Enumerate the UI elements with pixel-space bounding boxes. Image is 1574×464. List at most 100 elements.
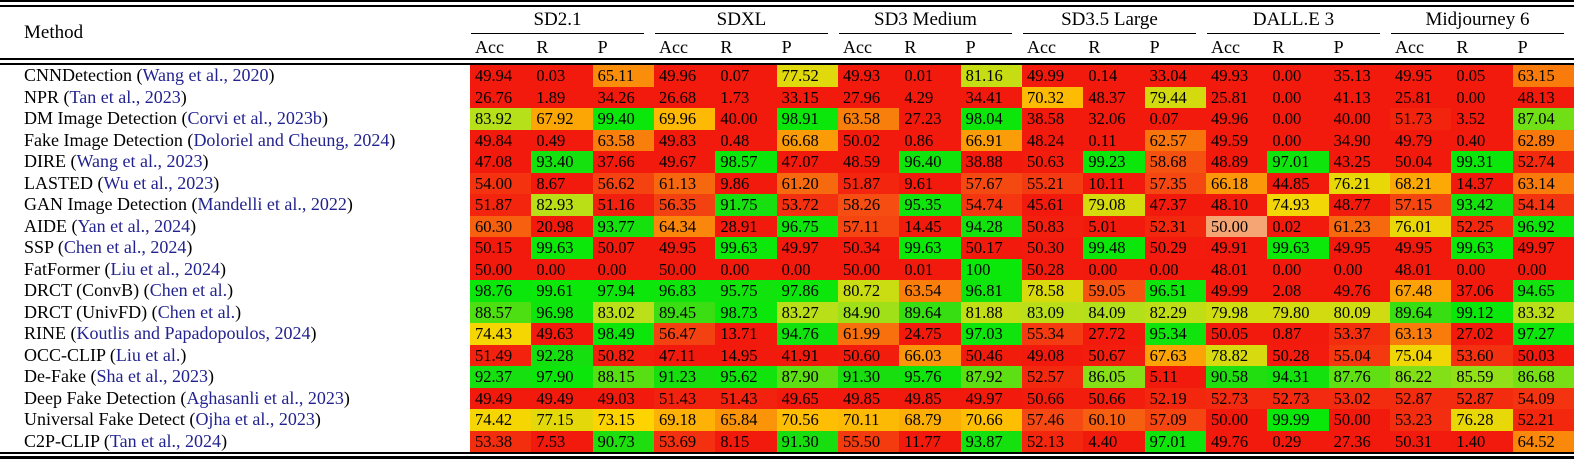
metric-value-cell: 0.07 (715, 65, 777, 87)
metric-value-cell: 0.00 (1267, 258, 1329, 280)
metric-header-p: P (1517, 37, 1528, 57)
metric-value-cell: 0.00 (776, 258, 838, 280)
metric-value-cell: 37.06 (1451, 280, 1513, 302)
citation-link[interactable]: Wu et al., 2023 (103, 172, 214, 193)
metric-value-cell: 10.11 (1083, 172, 1145, 194)
metric-header-p: P (1149, 37, 1160, 57)
metric-value-cell: 48.01 (1389, 258, 1452, 280)
metric-value-cell: 94.28 (960, 215, 1022, 237)
method-column-header: Method (24, 22, 84, 43)
metric-value-cell: 70.56 (776, 409, 838, 431)
metric-value-cell: 96.83 (653, 280, 716, 302)
metric-value-cell: 53.38 (470, 430, 532, 452)
metric-value-cell: 95.75 (715, 280, 777, 302)
metric-value-cell: 5.01 (1083, 215, 1145, 237)
citation-link[interactable]: Liu et al. (115, 344, 181, 365)
metric-value-cell: 35.13 (1328, 65, 1390, 87)
metric-value-cell: 83.09 (1021, 301, 1084, 323)
group-header-sd2-1: SD2.1 (471, 8, 644, 34)
citation-link[interactable]: Chen et al. (149, 280, 228, 300)
method-label: NPR (Tan et al., 2023) (0, 87, 470, 109)
method-label: Fake Image Detection (Doloriel and Cheun… (0, 130, 470, 152)
citation-link[interactable]: Doloriel and Cheung, 2024 (193, 129, 390, 150)
metric-value-cell: 53.72 (776, 194, 838, 216)
metric-value-cell: 53.60 (1451, 344, 1513, 366)
metric-value-cell: 96.75 (776, 215, 838, 237)
metric-value-cell: 50.66 (1021, 387, 1084, 409)
citation-link[interactable]: Ojha et al., 2023 (195, 409, 315, 429)
metric-value-cell: 57.11 (837, 215, 900, 237)
metric-value-cell: 50.67 (1083, 344, 1145, 366)
metric-value-cell: 49.49 (470, 387, 532, 409)
metric-value-cell: 50.00 (1205, 215, 1268, 237)
method-name: OCC-CLIP ( (24, 344, 116, 365)
citation-link[interactable]: Yan et al., 2024 (77, 215, 191, 236)
metric-value-cell: 90.73 (592, 430, 654, 452)
metric-value-cell: 70.11 (837, 409, 900, 431)
metric-value-cell: 40.00 (1328, 108, 1390, 130)
metric-value-cell: 52.73 (1205, 387, 1268, 409)
metric-value-cell: 51.87 (837, 172, 900, 194)
metric-value-cell: 48.10 (1205, 194, 1268, 216)
metric-value-cell: 89.64 (1389, 301, 1452, 323)
citation-link[interactable]: Tan et al., 2023 (69, 86, 181, 107)
metric-value-cell: 0.00 (1451, 258, 1513, 280)
citation-link[interactable]: Liu et al., 2024 (110, 258, 220, 279)
citation-link[interactable]: Aghasanli et al., 2023 (186, 387, 344, 408)
metric-value-cell: 50.00 (470, 258, 532, 280)
citation-link[interactable]: Koutlis and Papadopoulos, 2024 (76, 323, 311, 343)
citation-close-paren: ) (389, 129, 396, 150)
citation-close-paren: ) (235, 301, 242, 322)
metric-value-cell: 0.00 (1267, 129, 1329, 151)
method-label: RINE (Koutlis and Papadopoulos, 2024) (0, 323, 470, 345)
citation-link[interactable]: Mandelli et al., 2022 (197, 194, 347, 214)
metric-value-cell: 1.89 (531, 86, 593, 108)
citation-link[interactable]: Tan et al., 2024 (109, 430, 222, 451)
citation-link[interactable]: Wang et al., 2020 (142, 65, 269, 85)
metric-value-cell: 82.93 (531, 194, 593, 216)
citation-close-paren: ) (268, 65, 275, 85)
metric-value-cell: 74.43 (470, 323, 532, 345)
citation-link[interactable]: Sha et al., 2023 (96, 366, 208, 386)
metric-value-cell: 92.28 (531, 344, 593, 366)
metric-value-cell: 48.13 (1512, 86, 1574, 108)
metric-value-cell: 55.34 (1021, 323, 1084, 345)
metric-value-cell: 50.05 (1205, 323, 1268, 345)
citation-link[interactable]: Chen et al. (157, 301, 236, 322)
metric-value-cell: 55.50 (837, 430, 900, 452)
metric-value-cell: 67.48 (1389, 280, 1452, 302)
metric-value-cell: 9.61 (899, 172, 961, 194)
metric-value-cell: 48.01 (1205, 258, 1268, 280)
metric-value-cell: 94.31 (1267, 366, 1329, 388)
metric-value-cell: 87.90 (776, 366, 838, 388)
metric-value-cell: 0.01 (899, 65, 961, 87)
metric-value-cell: 20.98 (531, 215, 593, 237)
metric-value-cell: 0.00 (715, 258, 777, 280)
metric-value-cell: 49.67 (653, 151, 716, 173)
metric-value-cell: 61.13 (653, 172, 716, 194)
metric-value-cell: 79.44 (1144, 86, 1206, 108)
metric-value-cell: 84.09 (1083, 301, 1145, 323)
metric-value-cell: 50.15 (470, 237, 532, 259)
metric-value-cell: 98.76 (470, 280, 532, 302)
metric-value-cell: 34.26 (592, 86, 654, 108)
metric-value-cell: 51.73 (1389, 108, 1452, 130)
metric-value-cell: 48.59 (837, 151, 900, 173)
metric-value-cell: 50.28 (1021, 258, 1084, 280)
method-label: DM Image Detection (Corvi et al., 2023b) (0, 108, 470, 130)
metric-value-cell: 38.58 (1021, 108, 1084, 130)
metric-value-cell: 0.07 (1144, 108, 1206, 130)
metric-value-cell: 49.65 (776, 387, 838, 409)
citation-link[interactable]: Corvi et al., 2023b (187, 108, 322, 128)
citation-close-paren: ) (207, 366, 214, 386)
method-name: CNNDetection ( (24, 65, 143, 85)
citation-link[interactable]: Wang et al., 2023 (76, 151, 203, 171)
metric-value-cell: 49.93 (1205, 65, 1268, 87)
citation-link[interactable]: Chen et al., 2024 (63, 237, 187, 257)
metric-value-cell: 0.05 (1451, 65, 1513, 87)
metric-value-cell: 74.93 (1267, 194, 1329, 216)
citation-close-paren: ) (310, 323, 317, 343)
metric-value-cell: 54.74 (960, 194, 1022, 216)
metric-value-cell: 4.29 (899, 86, 961, 108)
metric-value-cell: 56.47 (653, 323, 716, 345)
